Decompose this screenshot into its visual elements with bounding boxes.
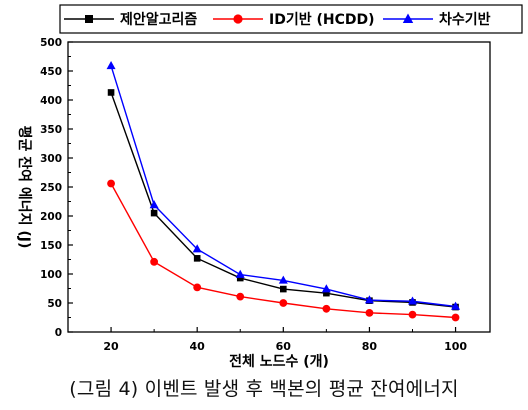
data-point <box>193 283 202 292</box>
data-point <box>402 13 414 23</box>
x-tick-label: 60 <box>276 340 292 353</box>
y-tick-label: 50 <box>47 298 62 310</box>
series-group <box>106 60 461 322</box>
data-point <box>323 289 330 297</box>
y-tick-label: 450 <box>40 66 62 78</box>
y-axis-label: 평균 잔여 에너지 (J) <box>16 126 33 249</box>
data-point <box>233 14 243 24</box>
x-axis-label: 전체 노드수 (개) <box>229 353 329 370</box>
y-tick-label: 250 <box>40 182 62 194</box>
data-point <box>106 60 116 70</box>
data-point <box>280 285 287 293</box>
y-tick-label: 300 <box>40 153 62 165</box>
y-tick-label: 150 <box>40 240 62 252</box>
data-point <box>236 292 245 301</box>
y-tick-label: 500 <box>40 37 62 49</box>
data-point <box>451 313 460 322</box>
data-point <box>279 299 288 307</box>
data-point <box>278 275 288 284</box>
data-point <box>408 310 417 319</box>
data-point <box>85 15 93 23</box>
x-tick-label: 80 <box>362 340 378 353</box>
y-tick-label: 0 <box>55 327 62 339</box>
data-point <box>321 284 331 293</box>
legend-label: 차수기반 <box>439 11 491 28</box>
data-point <box>451 301 461 310</box>
y-tick-label: 200 <box>40 211 62 223</box>
y-tick-label: 400 <box>40 95 62 107</box>
series-line <box>110 183 456 319</box>
data-point <box>235 269 245 278</box>
x-tick-label: 20 <box>103 340 119 353</box>
y-tick-label: 100 <box>40 269 62 281</box>
data-point <box>150 257 159 266</box>
data-point <box>365 308 374 317</box>
data-point <box>322 304 331 313</box>
data-point <box>150 209 158 217</box>
data-point <box>193 255 201 262</box>
series-line <box>110 92 456 308</box>
data-point <box>107 89 115 96</box>
series-line <box>110 65 456 308</box>
data-point <box>407 296 417 305</box>
data-point <box>149 200 159 209</box>
data-point <box>107 179 115 188</box>
legend-box <box>59 4 523 34</box>
legend-label: 제안알고리즘 <box>120 11 197 28</box>
figure-caption: (그림 4) 이벤트 발생 후 백본의 평균 잔여에너지 <box>69 378 459 400</box>
legend-label: ID기반 (HCDD) <box>269 11 375 28</box>
x-tick-label: 40 <box>190 340 206 353</box>
series-2 <box>107 179 460 322</box>
data-point <box>236 274 244 282</box>
data-point <box>364 295 374 304</box>
axis-ticks: 0 50 100 150 200 250 300 350 400 450 500 20 40 60 80 10… <box>40 37 467 353</box>
data-point <box>192 244 202 253</box>
y-tick-label: 350 <box>40 124 62 136</box>
legend: 제안알고리즘 ID기반 (HCDD) 차수기반 <box>64 11 491 28</box>
series-3 <box>106 60 461 310</box>
x-tick-label: 100 <box>444 340 467 353</box>
